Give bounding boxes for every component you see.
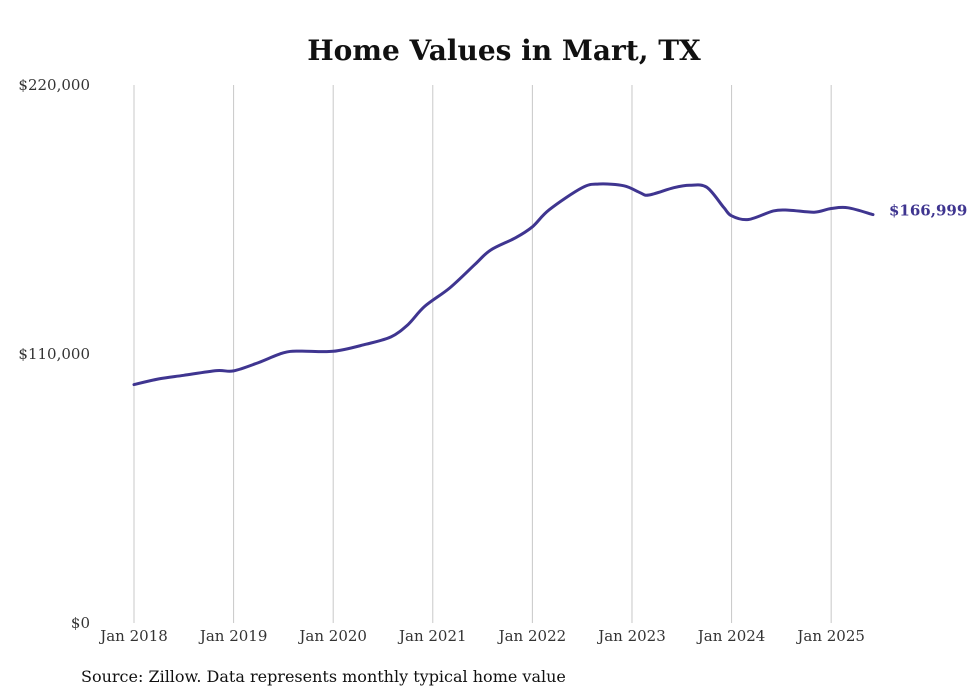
- x-tick-label: Jan 2024: [696, 627, 766, 645]
- x-tick-label: Jan 2022: [497, 627, 567, 645]
- source-note: Source: Zillow. Data represents monthly …: [81, 667, 566, 686]
- series-line: [132, 182, 875, 387]
- series-group: $166,999: [132, 182, 967, 387]
- gridlines: [133, 85, 832, 623]
- y-axis-ticks: $0 $110,000 $220,000: [18, 76, 90, 632]
- x-tick-label: Jan 2020: [297, 627, 367, 645]
- y-tick-label: $0: [71, 614, 90, 632]
- x-axis-ticks: Jan 2018 Jan 2019 Jan 2020 Jan 2021 Jan 2022…: [98, 627, 865, 645]
- end-value-label: $166,999: [889, 202, 967, 220]
- x-tick-label: Jan 2023: [596, 627, 666, 645]
- y-tick-label: $110,000: [18, 345, 90, 363]
- x-tick-label: Jan 2025: [795, 627, 865, 645]
- x-tick-label: Jan 2021: [397, 627, 467, 645]
- chart-title: Home Values in Mart, TX: [307, 34, 701, 67]
- x-tick-label: Jan 2018: [98, 627, 168, 645]
- x-tick-label: Jan 2019: [198, 627, 268, 645]
- y-tick-label: $220,000: [18, 76, 90, 94]
